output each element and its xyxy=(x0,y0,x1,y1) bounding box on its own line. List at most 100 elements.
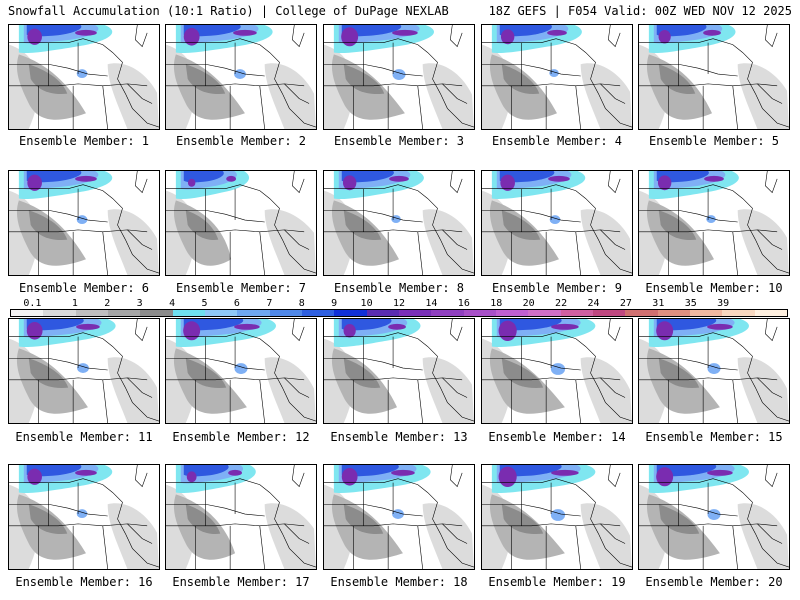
scale-tick-label: 4 xyxy=(169,298,176,309)
ensemble-member-label: Ensemble Member: 10 xyxy=(645,281,783,295)
scale-color-swatch xyxy=(43,310,76,316)
scale-tick-label: 6 xyxy=(233,298,240,309)
scale-tick-label: 27 xyxy=(619,298,632,309)
ensemble-member-panel xyxy=(638,24,790,130)
snowfall-map xyxy=(482,25,632,129)
snowfall-map xyxy=(9,465,159,569)
scale-tick-label: 35 xyxy=(684,298,697,309)
ensemble-member-panel xyxy=(481,464,633,570)
scale-color-swatch xyxy=(107,310,141,316)
ensemble-member-label: Ensemble Member: 4 xyxy=(491,134,623,148)
snowfall-map xyxy=(9,25,159,129)
scale-color-swatch xyxy=(560,310,593,316)
ensemble-member-panel xyxy=(481,24,633,130)
scale-tick-label: 1 xyxy=(71,298,78,309)
scale-tick-label: 18 xyxy=(490,298,503,309)
scale-tick-label: 7 xyxy=(266,298,273,309)
ensemble-member-panel xyxy=(8,170,160,276)
ensemble-member-panel xyxy=(481,318,633,424)
snowfall-map xyxy=(639,171,789,275)
ensemble-member-label: Ensemble Member: 14 xyxy=(488,430,626,444)
scale-tick-label: 39 xyxy=(717,298,730,309)
ensemble-member-label: Ensemble Member: 9 xyxy=(491,281,623,295)
snowfall-color-scale: 0.1 1 2 3 4 5 6 7 8 9 10 12 14 16 18 20 22 24 27 31 35 39 xyxy=(10,298,788,318)
ensemble-member-label: Ensemble Member: 12 xyxy=(172,430,310,444)
snowfall-map xyxy=(9,171,159,275)
ensemble-member-label: Ensemble Member: 8 xyxy=(333,281,465,295)
scale-color-swatch xyxy=(204,310,238,316)
scale-tick-label: 0.1 xyxy=(23,298,42,309)
ensemble-member-panel xyxy=(323,24,475,130)
scale-color-swatch xyxy=(689,310,723,316)
snowfall-map xyxy=(9,319,159,423)
scale-tick-label: 14 xyxy=(425,298,438,309)
ensemble-member-label: Ensemble Member: 7 xyxy=(175,281,307,295)
scale-color-swatch xyxy=(625,310,658,316)
scale-tick-label: 20 xyxy=(522,298,535,309)
scale-color-swatch xyxy=(301,310,335,316)
snowfall-map xyxy=(324,25,474,129)
ensemble-member-panel xyxy=(481,170,633,276)
snowfall-map xyxy=(166,25,316,129)
ensemble-member-panel xyxy=(323,464,475,570)
scale-color-swatch xyxy=(754,310,787,316)
snowfall-map xyxy=(482,319,632,423)
ensemble-member-label: Ensemble Member: 11 xyxy=(15,430,153,444)
snowfall-map xyxy=(166,319,316,423)
snowfall-map xyxy=(639,319,789,423)
scale-color-swatch xyxy=(269,310,302,316)
scale-color-swatch xyxy=(592,310,626,316)
ensemble-member-panel xyxy=(638,318,790,424)
scale-tick-labels: 0.1 1 2 3 4 5 6 7 8 9 10 12 14 16 18 20 22 24 27 31 35 39 xyxy=(10,298,788,309)
ensemble-member-label: Ensemble Member: 3 xyxy=(333,134,465,148)
scale-tick-label: 10 xyxy=(360,298,373,309)
ensemble-member-panel xyxy=(638,170,790,276)
ensemble-member-panel xyxy=(323,318,475,424)
ensemble-member-label: Ensemble Member: 17 xyxy=(172,575,310,589)
map-title: Snowfall Accumulation (10:1 Ratio) | Col… xyxy=(8,4,449,18)
scale-color-bar xyxy=(10,309,788,317)
scale-color-swatch xyxy=(140,310,173,316)
scale-tick-label: 5 xyxy=(201,298,208,309)
scale-tick-label: 31 xyxy=(652,298,665,309)
scale-color-swatch xyxy=(334,310,367,316)
ensemble-member-panel xyxy=(8,464,160,570)
ensemble-member-panel xyxy=(323,170,475,276)
scale-tick-label: 8 xyxy=(298,298,305,309)
snowfall-map xyxy=(482,171,632,275)
snowfall-map xyxy=(166,465,316,569)
scale-color-swatch xyxy=(75,310,108,316)
ensemble-member-panel xyxy=(165,24,317,130)
scale-color-swatch xyxy=(237,310,270,316)
model-run-info: 18Z GEFS | F054 Valid: 00Z WED NOV 12 20… xyxy=(488,4,792,18)
ensemble-member-panel xyxy=(165,464,317,570)
ensemble-member-label: Ensemble Member: 13 xyxy=(330,430,468,444)
snowfall-map xyxy=(166,171,316,275)
snowfall-map xyxy=(324,319,474,423)
scale-color-swatch xyxy=(366,310,399,316)
scale-color-swatch xyxy=(657,310,690,316)
scale-tick-label: 24 xyxy=(587,298,600,309)
ensemble-member-panel xyxy=(165,170,317,276)
scale-color-swatch xyxy=(528,310,561,316)
scale-color-swatch xyxy=(172,310,205,316)
snowfall-map xyxy=(324,171,474,275)
ensemble-member-panel xyxy=(638,464,790,570)
scale-color-swatch xyxy=(495,310,529,316)
scale-tick-label: 16 xyxy=(457,298,470,309)
ensemble-member-label: Ensemble Member: 1 xyxy=(18,134,150,148)
scale-tick-label: 2 xyxy=(104,298,111,309)
scale-color-swatch xyxy=(463,310,496,316)
ensemble-member-label: Ensemble Member: 2 xyxy=(175,134,307,148)
ensemble-member-label: Ensemble Member: 6 xyxy=(18,281,150,295)
scale-color-swatch xyxy=(722,310,755,316)
scale-tick-label: 3 xyxy=(136,298,143,309)
ensemble-member-label: Ensemble Member: 15 xyxy=(645,430,783,444)
ensemble-member-label: Ensemble Member: 5 xyxy=(648,134,780,148)
ensemble-member-panel xyxy=(8,24,160,130)
snowfall-map xyxy=(639,25,789,129)
scale-color-swatch xyxy=(11,310,44,316)
ensemble-member-label: Ensemble Member: 19 xyxy=(488,575,626,589)
snowfall-map xyxy=(324,465,474,569)
scale-color-swatch xyxy=(431,310,464,316)
